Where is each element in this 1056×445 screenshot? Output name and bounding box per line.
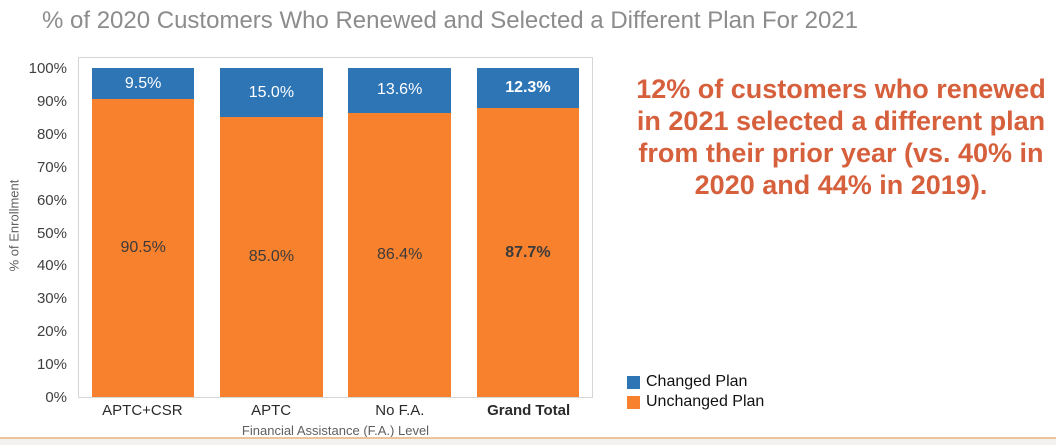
data-label: 90.5% (120, 239, 166, 257)
x-category-label-aptc-csr: APTC+CSR (102, 402, 183, 419)
bars-region: 9.5% 90.5% 15.0% 85.0% 13.6% 86.4% 12.3% 87.7% (79, 68, 592, 397)
bar-segment-unchanged-plan-no-f-a: 86.4% (348, 112, 451, 397)
legend-label: Unchanged Plan (646, 393, 765, 410)
y-tick-label-50: 50% (36, 224, 67, 242)
y-tick-label-10: 10% (36, 356, 67, 374)
x-axis-title: Financial Assistance (F.A.) Level (241, 423, 430, 438)
y-tick-label-20: 20% (36, 323, 67, 341)
page-title: % of 2020 Customers Who Renewed and Sele… (42, 7, 859, 34)
bottom-divider (0, 437, 1056, 445)
data-label: 15.0% (248, 83, 295, 101)
bar-slot-aptc-csr: 9.5% 90.5% (79, 68, 207, 397)
legend-item-unchanged-plan: Unchanged Plan (627, 392, 764, 412)
bar-slot-grand-total: 12.3% 87.7% (464, 68, 592, 397)
callout-text: 12% of customers who renewed in 2021 sel… (636, 74, 1046, 200)
plot-area: 9.5% 90.5% 15.0% 85.0% 13.6% 86.4% 12.3% 87.7% (78, 57, 593, 398)
bar-slot-no-f-a: 13.6% 86.4% (336, 68, 464, 397)
bar-grand-total: 12.3% 87.7% (476, 68, 580, 397)
y-tick-label-70: 70% (36, 158, 67, 176)
y-axis-ticks: 0% 10% 20% 30% 40% 50% 60% 70% 80% 90% 100% (0, 57, 72, 406)
bar-segment-changed-plan-grand-total: 12.3% (476, 68, 580, 109)
data-label: 87.7% (505, 243, 551, 261)
legend-item-changed-plan: Changed Plan (627, 372, 764, 392)
x-axis-labels: APTC+CSR APTC No F.A. Grand Total (78, 402, 593, 419)
data-label: 12.3% (505, 79, 551, 97)
bar-segment-changed-plan-aptc-csr: 9.5% (91, 68, 195, 100)
y-tick-label-30: 30% (36, 290, 67, 308)
legend-swatch-icon (627, 395, 640, 409)
bar-segment-changed-plan-aptc: 15.0% (220, 68, 323, 118)
bar-segment-unchanged-plan-aptc: 85.0% (220, 117, 323, 397)
data-label: 85.0% (248, 248, 295, 266)
data-label: 13.6% (376, 81, 423, 99)
y-axis-title: % of Enrollment (6, 179, 22, 272)
x-category-label-no-f-a: No F.A. (375, 402, 425, 419)
x-category-label-grand-total: Grand Total (487, 402, 571, 419)
bar-no-f-a: 13.6% 86.4% (348, 68, 451, 397)
legend: Changed Plan Unchanged Plan (627, 372, 764, 412)
data-label: 86.4% (376, 245, 423, 263)
legend-swatch-icon (627, 375, 640, 389)
y-tick-label-0: 0% (45, 389, 67, 406)
y-tick-label-100: 100% (28, 60, 67, 77)
bar-segment-unchanged-plan-aptc-csr: 90.5% (91, 99, 195, 397)
x-category-label-aptc: APTC (251, 402, 292, 419)
data-label: 9.5% (124, 74, 162, 92)
legend-label: Changed Plan (646, 373, 748, 390)
bar-segment-unchanged-plan-grand-total: 87.7% (476, 108, 580, 397)
y-tick-label-40: 40% (36, 257, 67, 275)
bar-aptc-csr: 9.5% 90.5% (91, 68, 195, 397)
bar-segment-changed-plan-no-f-a: 13.6% (348, 68, 451, 113)
y-tick-label-60: 60% (36, 191, 67, 209)
y-tick-label-90: 90% (36, 92, 67, 110)
bar-aptc: 15.0% 85.0% (220, 68, 323, 397)
y-tick-label-80: 80% (36, 125, 67, 143)
bar-slot-aptc: 15.0% 85.0% (207, 68, 335, 397)
